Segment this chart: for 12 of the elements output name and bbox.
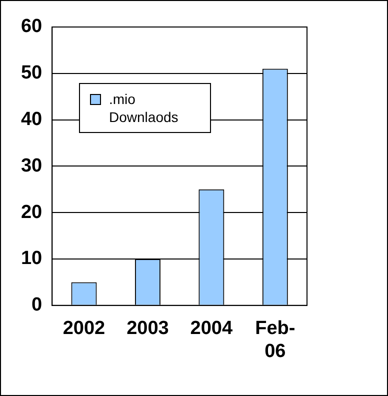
y-tick-label: 60 [20, 16, 42, 38]
x-tick-label: 2003 [126, 318, 169, 340]
x-tick-label: 2002 [62, 318, 106, 340]
y-tick-label: 50 [20, 62, 42, 84]
legend-label: .mio Downlaods [109, 90, 180, 126]
y-tick-label: 30 [20, 155, 42, 176]
y-tick-label: 10 [20, 248, 42, 270]
x-tick-label: 2004 [190, 318, 233, 340]
y-tick-label: 20 [20, 202, 42, 223]
y-tick-label: 0 [32, 294, 42, 316]
x-tick-label: Feb-06 [255, 318, 296, 362]
y-tick-label: 40 [20, 109, 42, 130]
